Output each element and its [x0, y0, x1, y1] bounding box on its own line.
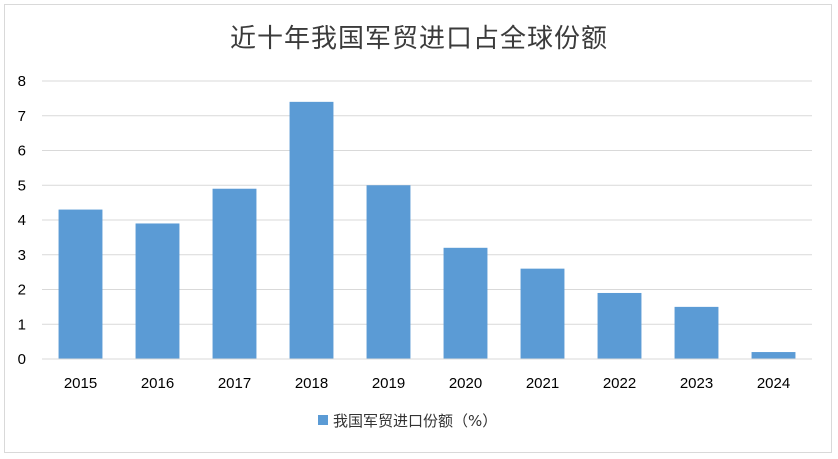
bar-2020: [443, 247, 488, 359]
bar-2019: [366, 185, 411, 359]
x-axis-ticks: 2015 2016 2017 2018 2019 2020 2021 2022 2023 2024: [64, 375, 790, 392]
x-tick-label: 2020: [449, 375, 482, 392]
x-tick-label: 2021: [526, 375, 559, 392]
x-tick-label: 2022: [603, 375, 636, 392]
bar-2015: [58, 209, 103, 359]
y-tick-label: 0: [18, 351, 26, 368]
legend-label: 我国军贸进口份额（%）: [333, 412, 497, 430]
bar-2021: [520, 268, 565, 359]
x-tick-label: 2015: [64, 375, 97, 392]
chart-title: 近十年我国军贸进口占全球份额: [229, 24, 608, 54]
x-tick-label: 2017: [218, 375, 251, 392]
legend-swatch: [318, 415, 328, 425]
y-tick-label: 1: [18, 316, 26, 333]
bar-2022: [597, 292, 642, 359]
y-tick-label: 4: [18, 212, 26, 229]
x-tick-label: 2016: [141, 375, 174, 392]
x-tick-label: 2018: [295, 375, 328, 392]
x-tick-label: 2024: [757, 375, 790, 392]
bar-2023: [674, 306, 719, 359]
legend: 我国军贸进口份额（%）: [318, 412, 497, 430]
y-tick-label: 5: [18, 177, 26, 194]
bars: [58, 101, 796, 359]
y-axis-ticks: 0 1 2 3 4 5 6 7 8: [18, 73, 26, 368]
y-tick-label: 7: [18, 108, 26, 125]
bar-2024: [751, 352, 796, 359]
y-tick-label: 8: [18, 73, 26, 90]
y-tick-label: 6: [18, 143, 26, 160]
x-tick-label: 2023: [680, 375, 713, 392]
y-tick-label: 3: [18, 247, 26, 264]
y-tick-label: 2: [18, 282, 26, 299]
bar-2017: [212, 188, 257, 359]
bar-2016: [135, 223, 180, 359]
x-tick-label: 2019: [372, 375, 405, 392]
bar-2018: [289, 101, 334, 359]
